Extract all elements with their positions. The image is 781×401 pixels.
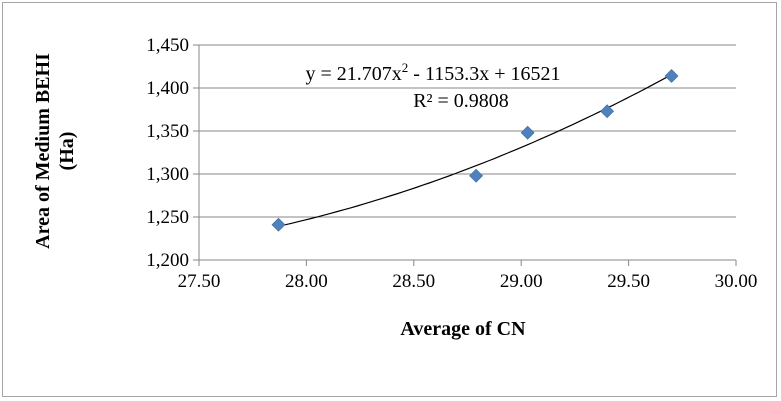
scatter-chart: 1,200 1,250 1,300 1,350 1,400 1,450 27.50 28.0… xyxy=(32,35,758,340)
data-points xyxy=(271,69,679,232)
data-point xyxy=(271,217,286,232)
y-tick-label: 1,250 xyxy=(146,207,189,228)
data-point xyxy=(600,104,615,119)
y-tick-label: 1,400 xyxy=(146,78,189,99)
y-tick-label: 1,300 xyxy=(146,164,189,185)
y-axis-title-line-2: (Ha) xyxy=(56,132,78,171)
y-axis-title: Area of Medium BEHI (Ha) xyxy=(32,53,78,249)
plot-axes xyxy=(198,45,737,266)
data-point xyxy=(469,168,484,183)
trendline-equation: y = 21.707x2 - 1153.3x + 16521 xyxy=(306,60,561,85)
x-axis-title: Average of CN xyxy=(400,318,526,340)
r-squared-label: R² = 0.9808 xyxy=(413,90,509,112)
x-tick-labels: 27.50 28.00 28.50 29.00 29.50 30.00 xyxy=(178,271,758,292)
y-tick-label: 1,450 xyxy=(146,35,189,56)
x-tick-label: 28.50 xyxy=(392,271,435,292)
x-tick-label: 29.50 xyxy=(607,271,650,292)
y-tick-label: 1,200 xyxy=(146,250,189,271)
data-point xyxy=(520,125,535,140)
x-tick-label: 27.50 xyxy=(178,271,221,292)
y-axis-title-line-1: Area of Medium BEHI xyxy=(32,53,54,249)
x-tick-label: 30.00 xyxy=(715,271,758,292)
x-tick-label: 28.00 xyxy=(285,271,328,292)
x-tick-label: 29.00 xyxy=(500,271,543,292)
y-tick-labels: 1,200 1,250 1,300 1,350 1,400 1,450 xyxy=(146,35,189,271)
chart-frame: 1,200 1,250 1,300 1,350 1,400 1,450 27.50 28.0… xyxy=(2,2,777,397)
data-point xyxy=(664,69,679,83)
y-tick-label: 1,350 xyxy=(146,121,189,142)
